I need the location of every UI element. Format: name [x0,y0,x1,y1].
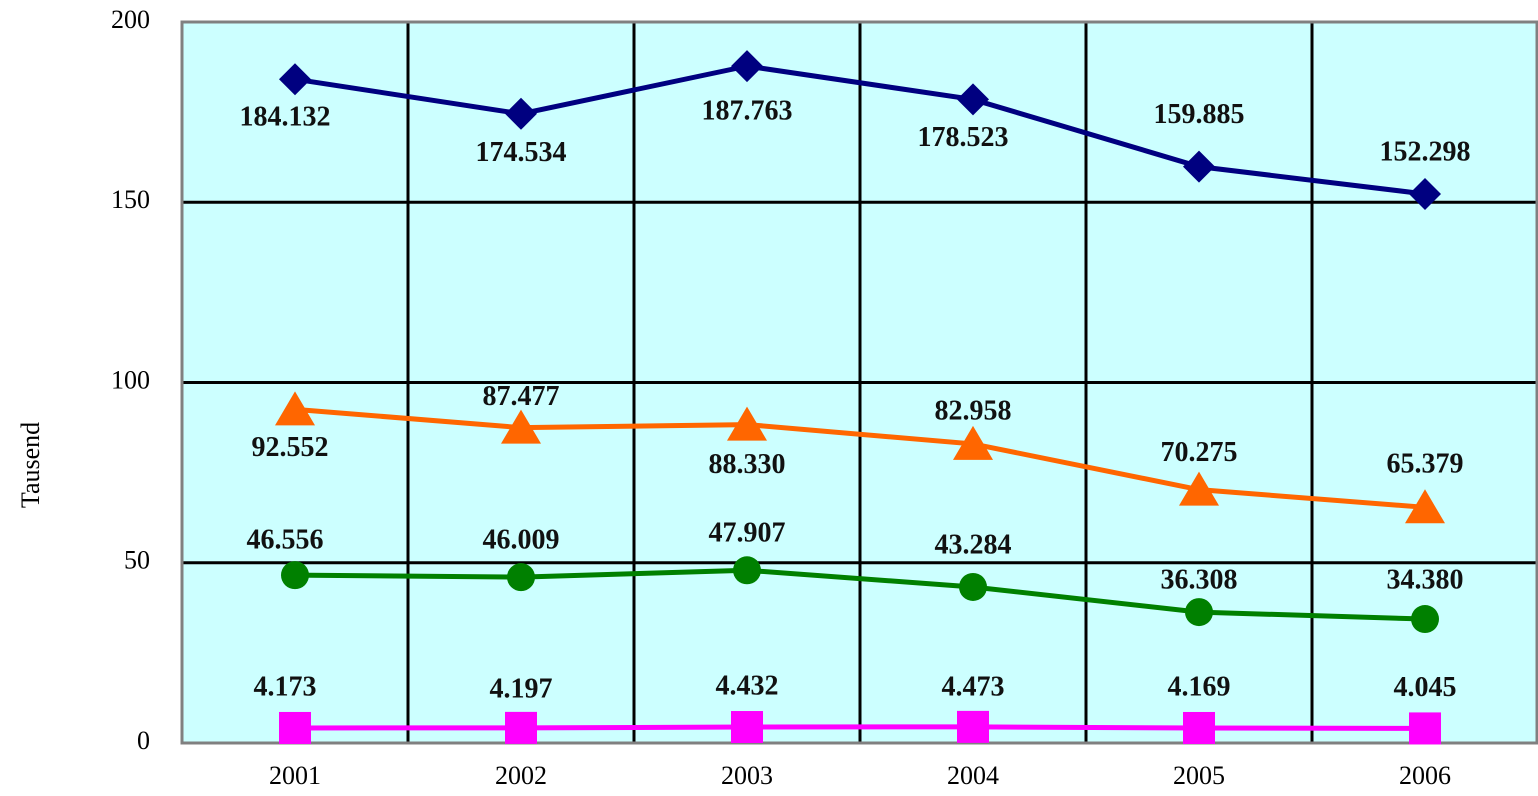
series-line [294,724,1426,731]
y-axis-label: Tausend [16,422,45,508]
data-label: 159.885 [1154,99,1245,130]
x-tick-label: 2003 [721,761,773,790]
marker [1405,489,1445,524]
data-label: 4.473 [942,671,1005,702]
marker [1183,150,1215,183]
data-label: 65.379 [1387,449,1464,480]
data-label: 4.169 [1168,671,1231,702]
data-label: 47.907 [709,518,786,549]
data-label: 4.045 [1394,672,1457,703]
data-label: 36.308 [1161,565,1238,596]
y-tick-label: 0 [137,726,150,755]
series-line [294,63,1426,197]
marker [505,711,537,744]
marker [275,391,315,426]
x-tick-label: 2002 [495,761,547,790]
marker [957,83,989,116]
x-tick-label: 2005 [1173,761,1225,790]
data-label: 82.958 [935,395,1012,426]
series-line [294,406,1426,510]
y-tick-label: 100 [111,365,150,394]
marker [1409,177,1441,210]
marker [1185,598,1213,627]
marker [731,50,763,83]
marker [279,711,311,744]
marker [279,63,311,96]
data-label: 43.284 [935,529,1012,560]
data-label: 4.197 [490,673,553,704]
x-tick-label: 2006 [1399,761,1451,790]
data-label: 46.009 [483,525,560,556]
marker [281,561,309,590]
marker [1409,712,1441,745]
y-tick-label: 50 [124,546,150,575]
marker [1179,471,1219,506]
marker [507,563,535,592]
series-line [294,567,1426,622]
data-label: 4.173 [254,671,317,702]
marker [953,425,993,460]
marker [731,711,763,744]
data-label: 70.275 [1161,437,1238,468]
data-label: 187.763 [702,96,793,127]
marker [959,572,987,601]
data-label: 4.432 [716,670,779,701]
data-label: 92.552 [252,432,329,463]
data-label: 34.380 [1387,564,1464,595]
data-label: 88.330 [709,449,786,480]
plot-border [180,20,1538,745]
marker [505,97,537,130]
marker [501,409,541,444]
marker [957,710,989,743]
marker [733,556,761,585]
data-label: 178.523 [918,122,1009,153]
y-tick-label: 150 [111,185,150,214]
data-label: 152.298 [1380,136,1471,167]
x-tick-label: 2001 [269,761,321,790]
data-label: 184.132 [240,102,331,133]
x-tick-label: 2004 [947,761,999,790]
data-label: 87.477 [483,381,560,412]
marker [1411,605,1439,634]
marker [727,406,767,441]
data-label: 174.534 [476,137,567,168]
data-label: 46.556 [247,525,324,556]
marker [1183,711,1215,744]
y-tick-label: 200 [111,5,150,34]
